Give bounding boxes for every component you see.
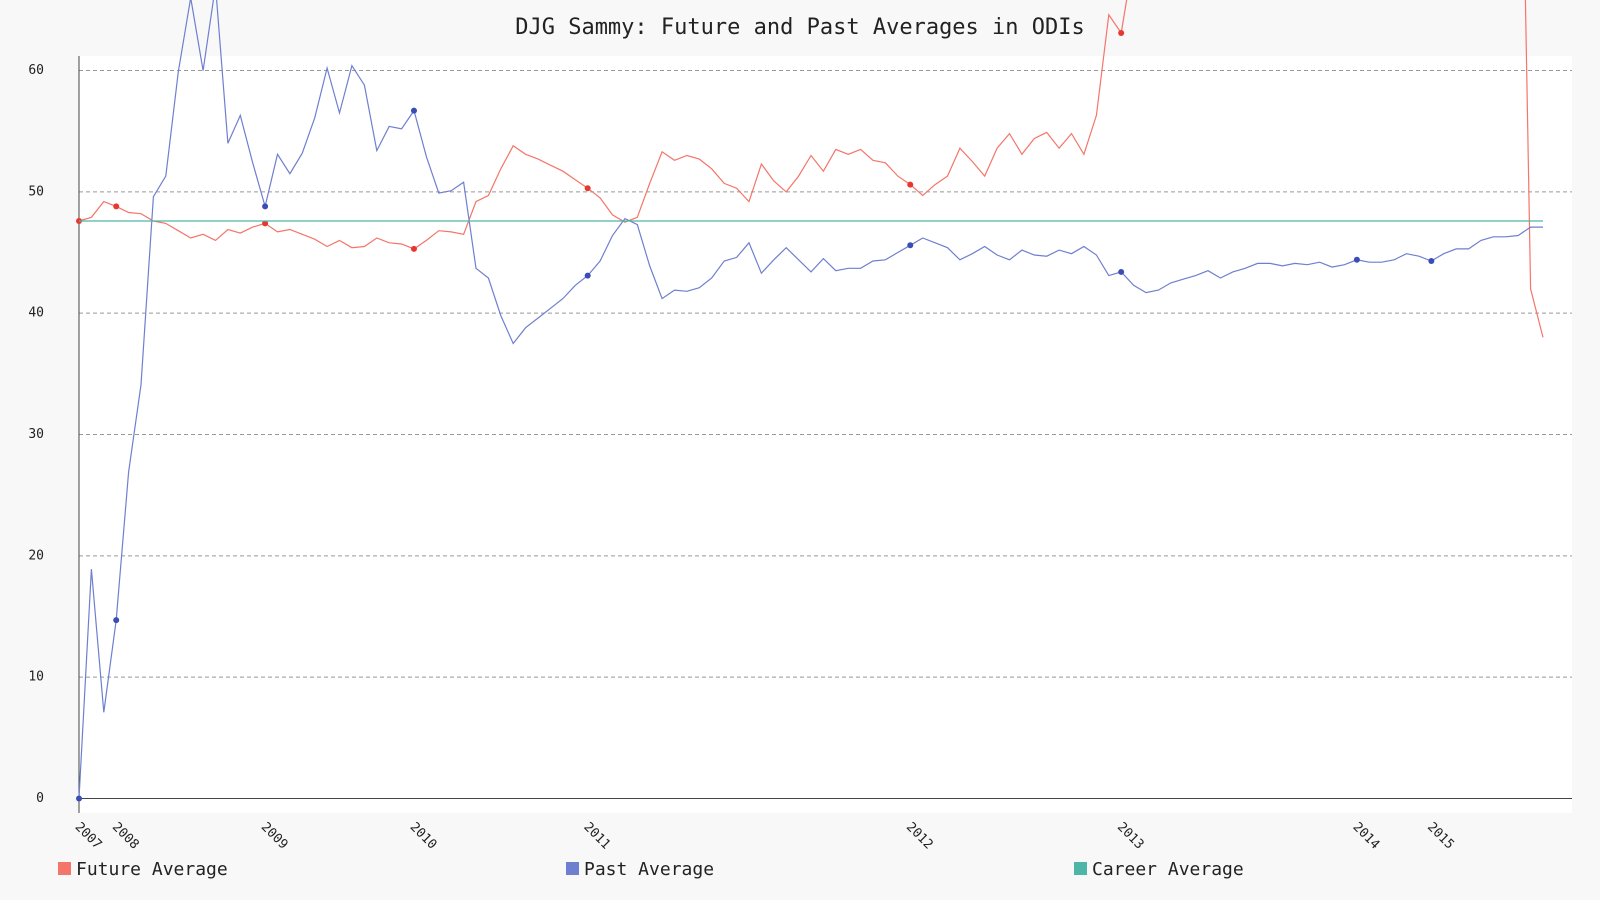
marker (1428, 258, 1435, 265)
legend-swatch (58, 862, 71, 875)
marker (262, 203, 269, 210)
marker (907, 242, 914, 249)
x-tick: 2010 (407, 820, 440, 853)
y-tick-label: 50 (28, 184, 44, 199)
y-tick-label: 40 (28, 306, 44, 321)
x-tick-label: 2014 (1350, 820, 1383, 853)
x-tick: 2008 (109, 820, 142, 853)
legend-label: Future Average (76, 859, 228, 880)
x-tick: 2012 (903, 820, 936, 853)
y-tick-label: 30 (28, 427, 44, 442)
marker (113, 617, 120, 624)
x-tick-label: 2015 (1424, 820, 1457, 853)
x-tick: 2011 (580, 820, 613, 853)
x-tick-label: 2013 (1114, 820, 1147, 853)
x-tick: 2014 (1350, 820, 1383, 853)
marker (76, 795, 82, 802)
x-tick: 2007 (72, 820, 105, 853)
legend-swatch (1074, 862, 1087, 875)
marker (1353, 256, 1360, 263)
x-tick-label: 2007 (72, 820, 105, 853)
y-tick-label: 10 (28, 670, 44, 685)
x-tick: 2009 (258, 820, 291, 853)
y-tick-label: 0 (36, 791, 44, 806)
marker (113, 203, 120, 210)
x-tick-label: 2012 (903, 820, 936, 853)
y-tick-label: 20 (28, 548, 44, 563)
marker (1118, 268, 1125, 275)
x-tick-label: 2011 (580, 820, 613, 853)
x-tick: 2013 (1114, 820, 1147, 853)
marker (262, 220, 269, 227)
legend-label: Career Average (1092, 859, 1244, 880)
x-tick: 2015 (1424, 820, 1457, 853)
x-tick-label: 2008 (109, 820, 142, 853)
series-line (78, 0, 1543, 799)
series-line (78, 0, 1544, 338)
marker (1118, 29, 1125, 36)
marker (410, 107, 417, 114)
x-tick-label: 2009 (258, 820, 291, 853)
chart-title: DJG Sammy: Future and Past Averages in O… (515, 15, 1085, 40)
y-tick-label: 60 (28, 63, 44, 78)
x-tick-label: 2010 (407, 820, 440, 853)
legend-swatch (566, 862, 579, 875)
legend-label: Past Average (584, 859, 714, 880)
marker (584, 185, 591, 192)
marker (410, 245, 417, 252)
marker (907, 181, 914, 188)
marker (584, 272, 591, 279)
